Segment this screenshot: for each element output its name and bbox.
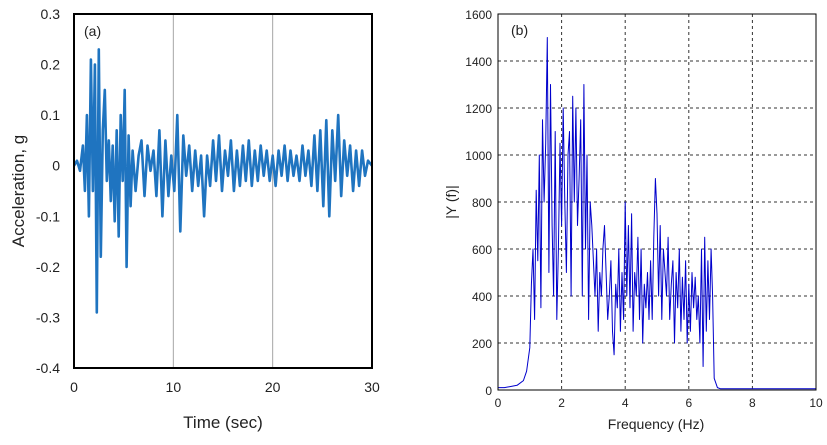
panel-a-x-tick-label: 30 <box>364 379 380 395</box>
panel-b-y-tick-label: 200 <box>472 337 492 351</box>
panel-a-y-tick-label: -0.3 <box>36 309 60 325</box>
panel-b-y-tick-label: 800 <box>472 196 492 210</box>
panel-a-y-axis-label: Acceleration, g <box>9 135 28 247</box>
panel-b-frame <box>497 13 817 391</box>
panel-b-y-tick-label: 400 <box>472 290 492 304</box>
panel-a-y-tick-label: -0.1 <box>36 208 60 224</box>
panel-b-y-tick-label: 1400 <box>465 55 492 69</box>
panel-a-series <box>72 48 374 314</box>
panel-a-frame <box>73 13 373 369</box>
panel-b-y-tick-label: 1200 <box>465 102 492 116</box>
panel-a-x-tick-label: 0 <box>70 379 78 395</box>
panel-a-label: (a) <box>84 23 101 39</box>
panel-b-series-line <box>498 37 816 390</box>
panel-b-chart: 0 200 400 600 800 1000 1200 1400 1600 0 2 4 6 8 10 (b… <box>443 8 823 432</box>
panel-b-x-tick-label: 0 <box>495 396 502 410</box>
panel-a-y-tick-label: 0 <box>52 158 60 174</box>
panel-b-y-axis-label: |Y (f)| <box>443 185 459 218</box>
panel-b-x-tick-label: 4 <box>622 396 629 410</box>
panel-b-series <box>498 37 816 390</box>
panel-a-x-axis-label: Time (sec) <box>183 413 263 432</box>
panel-b-x-tick-label: 8 <box>749 396 756 410</box>
panel-a-y-tick-label: -0.2 <box>36 259 60 275</box>
panel-b-x-tick-label: 2 <box>558 396 565 410</box>
panel-b-x-tick-label: 10 <box>809 396 823 410</box>
panel-b-y-tick-label: 0 <box>485 384 492 398</box>
panel-b-gridlines <box>498 14 816 390</box>
panel-b-label: (b) <box>511 22 528 38</box>
panel-a-y-tick-label: 0.2 <box>41 57 61 73</box>
panel-b-x-axis-label: Frequency (Hz) <box>608 416 704 432</box>
panel-a-chart: 0.3 0.2 0.1 0 -0.1 -0.2 -0.3 -0.4 0 10 20 30 (a) T… <box>9 6 380 432</box>
panel-b-x-tick-label: 6 <box>685 396 692 410</box>
panel-b-y-tick-labels: 0 200 400 600 800 1000 1200 1400 1600 <box>465 8 492 398</box>
panel-b-y-tick-label: 1600 <box>465 8 492 22</box>
panel-a-x-tick-labels: 0 10 20 30 <box>70 379 380 395</box>
panel-a-series-line <box>72 48 374 314</box>
panel-a-y-tick-label: 0.3 <box>41 6 61 22</box>
panel-b-y-tick-label: 1000 <box>465 149 492 163</box>
panel-a-x-tick-label: 20 <box>265 379 281 395</box>
panel-a-y-tick-label: -0.4 <box>36 360 60 376</box>
panel-a-y-tick-labels: 0.3 0.2 0.1 0 -0.1 -0.2 -0.3 -0.4 <box>36 6 60 376</box>
panel-a-y-tick-label: 0.1 <box>41 107 61 123</box>
panel-a-x-tick-label: 10 <box>166 379 182 395</box>
panel-b-x-tick-labels: 0 2 4 6 8 10 <box>495 396 823 410</box>
panel-b-y-tick-label: 600 <box>472 243 492 257</box>
